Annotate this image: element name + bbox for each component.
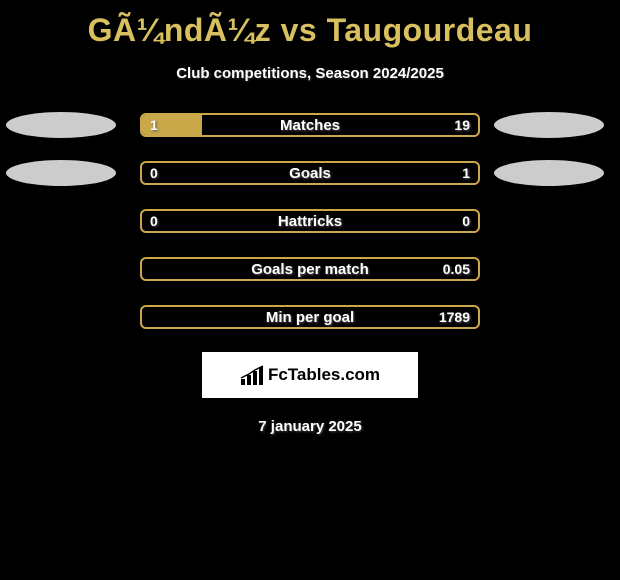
logo-text: FcTables.com [268, 365, 380, 385]
stat-row: Min per goal 1789 [0, 304, 620, 330]
stat-value-right: 19 [454, 117, 470, 133]
player-right-ellipse [494, 160, 604, 186]
stat-value-right: 1789 [439, 309, 470, 325]
stat-bar: 0 Hattricks 0 [140, 209, 480, 233]
stat-value-left: 0 [150, 213, 158, 229]
player-left-ellipse [6, 160, 116, 186]
stat-value-left: 1 [150, 117, 158, 133]
date-label: 7 january 2025 [0, 418, 620, 435]
stat-label: Hattricks [278, 213, 342, 230]
stat-value-left: 0 [150, 165, 158, 181]
stat-bar: Min per goal 1789 [140, 305, 480, 329]
stat-value-right: 0 [462, 213, 470, 229]
stat-bar: Goals per match 0.05 [140, 257, 480, 281]
stat-bar: 1 Matches 19 [140, 113, 480, 137]
chart-icon [240, 365, 264, 385]
stat-label: Min per goal [266, 309, 354, 326]
stat-label: Matches [280, 117, 340, 134]
stat-value-right: 1 [462, 165, 470, 181]
stat-value-right: 0.05 [443, 261, 470, 277]
subtitle: Club competitions, Season 2024/2025 [0, 65, 620, 82]
stats-container: 1 Matches 19 0 Goals 1 0 Hattricks 0 Goals per ma… [0, 112, 620, 330]
stat-row: 0 Hattricks 0 [0, 208, 620, 234]
stat-row: 1 Matches 19 [0, 112, 620, 138]
stat-label: Goals per match [251, 261, 369, 278]
player-right-ellipse [494, 112, 604, 138]
stat-bar: 0 Goals 1 [140, 161, 480, 185]
player-left-ellipse [6, 112, 116, 138]
page-title: GÃ¼ndÃ¼z vs Taugourdeau [0, 0, 620, 49]
stat-label: Goals [289, 165, 331, 182]
stat-row: Goals per match 0.05 [0, 256, 620, 282]
stat-row: 0 Goals 1 [0, 160, 620, 186]
fctables-logo[interactable]: FcTables.com [202, 352, 418, 398]
